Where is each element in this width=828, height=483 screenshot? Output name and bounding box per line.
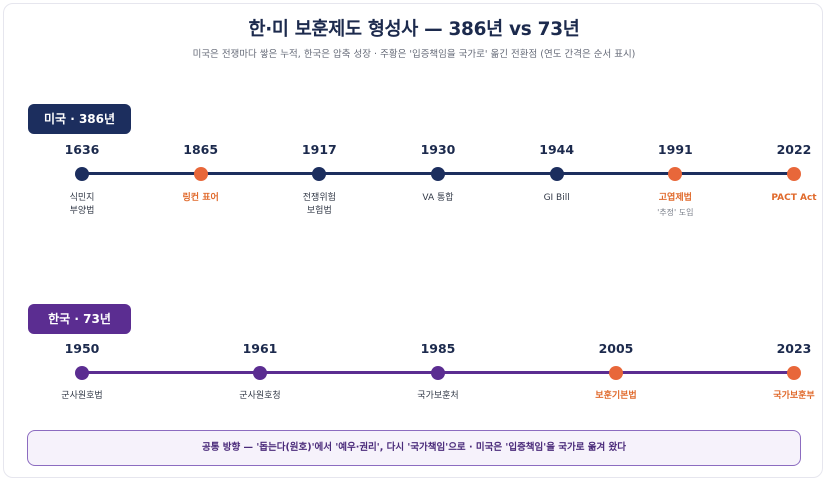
kr-event-label-1985: 국가보훈처	[417, 391, 459, 401]
footer-summary: 공통 방향 — '돕는다(원호)'에서 '예우·권리', 다시 '국가책임'으로…	[27, 430, 801, 466]
us-year-1917: 1917	[301, 142, 337, 157]
kr-year-2023: 2023	[776, 341, 812, 356]
kr-year-1985: 1985	[420, 341, 456, 356]
us-event-label-1930: VA 통합	[422, 193, 454, 203]
kr-event-label-2005: 보훈기본법	[595, 391, 637, 401]
us-event-marker-1991	[668, 167, 683, 181]
us-event-label-1636: 식민지 부양법	[69, 193, 95, 216]
page-subtitle: 미국은 전쟁마다 쌓은 누적, 한국은 압축 성장 · 주황은 '입증책임을 국…	[192, 49, 636, 60]
us-event-marker-1917	[312, 167, 327, 181]
us-event-marker-1865	[193, 167, 208, 181]
kr-event-marker-1950	[75, 366, 89, 380]
us-year-1930: 1930	[420, 142, 456, 157]
us-badge: 미국 · 386년	[28, 104, 131, 134]
kr-event-marker-2005	[609, 366, 623, 380]
page-title: 한·미 보훈제도 형성사 — 386년 vs 73년	[248, 19, 580, 40]
kr-year-2005: 2005	[598, 341, 634, 356]
timeline-card	[3, 3, 823, 478]
kr-badge: 한국 · 73년	[28, 304, 131, 334]
kr-event-label-2023: 국가보훈부	[773, 391, 815, 401]
us-event-label-2022: PACT Act	[771, 193, 817, 203]
us-year-1865: 1865	[183, 142, 219, 157]
kr-event-marker-1985	[431, 366, 445, 380]
us-event-label-1991: 고엽제법	[658, 193, 692, 203]
us-event-marker-2022	[787, 167, 801, 181]
kr-event-marker-2023	[787, 366, 801, 380]
us-year-1991: 1991	[657, 142, 693, 157]
kr-year-1961: 1961	[242, 341, 278, 356]
us-year-1636: 1636	[64, 142, 100, 157]
us-event-marker-1930	[431, 167, 445, 181]
us-year-2022: 2022	[776, 142, 812, 157]
us-event-marker-1944	[549, 167, 564, 181]
kr-event-label-1961: 군사원호청	[239, 391, 281, 401]
us-event-label-1917: 전쟁위험 보험법	[302, 193, 336, 216]
kr-event-label-1950: 군사원호법	[61, 391, 103, 401]
kr-year-1950: 1950	[64, 341, 100, 356]
us-event-note-1991: '추정' 도입	[657, 208, 694, 217]
kr-event-marker-1961	[253, 366, 267, 380]
us-event-label-1865: 링컨 표어	[182, 193, 219, 203]
us-event-marker-1636	[75, 167, 89, 181]
us-year-1944: 1944	[539, 142, 575, 157]
us-event-label-1944: GI Bill	[543, 193, 570, 203]
